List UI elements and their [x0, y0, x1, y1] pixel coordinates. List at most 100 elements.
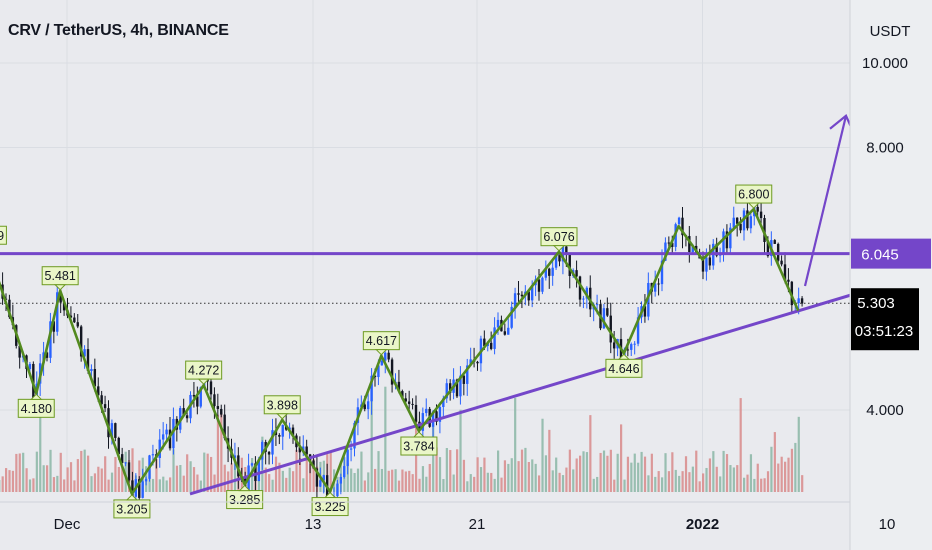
pivot-label: 4.617 [362, 331, 400, 356]
volume-bar [691, 466, 694, 492]
pivot-label-text: 4.180 [21, 402, 52, 416]
zigzag-line [0, 207, 800, 496]
volume-bar [110, 472, 114, 492]
volume-bar [421, 466, 425, 492]
candle-body [520, 294, 524, 297]
volume-bar [93, 473, 97, 492]
candle-body [353, 422, 356, 449]
volume-bar [90, 476, 93, 492]
volume-bar [56, 475, 59, 492]
volume-bar [213, 474, 216, 492]
volume-bar [69, 462, 73, 492]
candle-body [254, 463, 257, 482]
candle-body [756, 206, 759, 212]
candle-body [336, 483, 339, 497]
pivot-label-pointer [53, 284, 67, 291]
volume-bar [633, 453, 636, 492]
volume-bar [210, 456, 213, 492]
candle-body [271, 430, 274, 455]
volume-bar [162, 476, 165, 492]
volume-bar [589, 415, 592, 492]
candle-body [643, 306, 647, 317]
pivot-label-pointer [30, 393, 43, 400]
pivot-label-pointer [747, 202, 760, 209]
price-axis-unit: USDT [870, 23, 911, 40]
volume-bar [39, 400, 42, 492]
pivot-label: 4.180 [17, 393, 55, 418]
volume-bar [411, 474, 414, 492]
volume-bar [766, 471, 770, 492]
volume-bar [469, 474, 472, 492]
candle-body [455, 379, 459, 397]
volume-bar [66, 467, 69, 492]
volume-bar [432, 421, 435, 492]
candle-body [124, 462, 127, 464]
volume-bar [698, 481, 701, 492]
volume-bar [18, 453, 21, 492]
volume-bar [531, 459, 534, 492]
symbol-title[interactable]: CRV / TetherUS, 4h, BINANCE [8, 22, 229, 39]
pivot-label-text: 6.800 [738, 188, 769, 202]
candle-body [667, 242, 671, 244]
last-price-tag-bg [851, 288, 919, 351]
candle-body [626, 349, 630, 351]
resistance-price-tag: 6.045 [851, 238, 931, 269]
candle-body [541, 277, 544, 292]
candle-body [459, 375, 462, 397]
pivot-label-text: 6.076 [543, 230, 574, 244]
candle-body [86, 349, 90, 372]
volume-bar [579, 455, 582, 492]
resistance-tag-text: 6.045 [861, 247, 899, 264]
volume-bar [719, 476, 722, 492]
pivot-label: 6.800 [735, 184, 773, 209]
volume-bar [756, 463, 759, 492]
candle-body [165, 429, 168, 435]
volume-bar [28, 479, 32, 492]
candle-body [469, 359, 472, 366]
candle-body [291, 427, 295, 436]
candle-body [773, 240, 776, 244]
candle-body [783, 264, 787, 280]
volume-bar [42, 465, 45, 492]
volume-bar [114, 456, 117, 492]
candle-body [107, 408, 110, 438]
resistance-tag-bg [851, 238, 931, 269]
volume-bar [408, 470, 411, 492]
price-axis-bg [850, 0, 932, 550]
volume-bar [124, 451, 127, 492]
candle-body [448, 383, 452, 393]
projection-arrow-shaft [803, 115, 848, 287]
price-axis[interactable]: USDT 10.000 8.000 4.000 6.045 5.303 03:51:23 [849, 0, 932, 550]
chart-grid [0, 0, 888, 492]
volume-bar [773, 432, 776, 492]
volume-bar [561, 475, 565, 492]
candle-body [503, 331, 507, 335]
candle-body [103, 404, 107, 409]
pivot-label-pointer [552, 245, 566, 252]
time-axis[interactable]: Dec132120221024 [0, 501, 932, 533]
time-tick-label: 21 [469, 516, 486, 533]
volume-bar [452, 474, 455, 492]
candle-body [349, 448, 353, 450]
candle-body [653, 283, 657, 292]
volume-bar [544, 455, 548, 492]
candle-body [708, 257, 712, 266]
volume-bar [80, 450, 83, 492]
volume-bar [49, 449, 52, 492]
volume-bar [643, 456, 647, 492]
candle-body [510, 306, 513, 328]
candle-body [322, 475, 325, 481]
candle-body [688, 236, 691, 253]
volume-bar [541, 418, 544, 492]
pivot-label: 3.285 [226, 484, 264, 510]
candle-body [69, 315, 73, 318]
candle-body [319, 480, 322, 487]
volume-bar [298, 458, 302, 492]
last-price-text: 5.303 [857, 295, 895, 312]
candle-body [387, 352, 390, 360]
candle-body [366, 401, 370, 410]
volume-bar [220, 411, 223, 492]
candle-body [131, 480, 134, 497]
